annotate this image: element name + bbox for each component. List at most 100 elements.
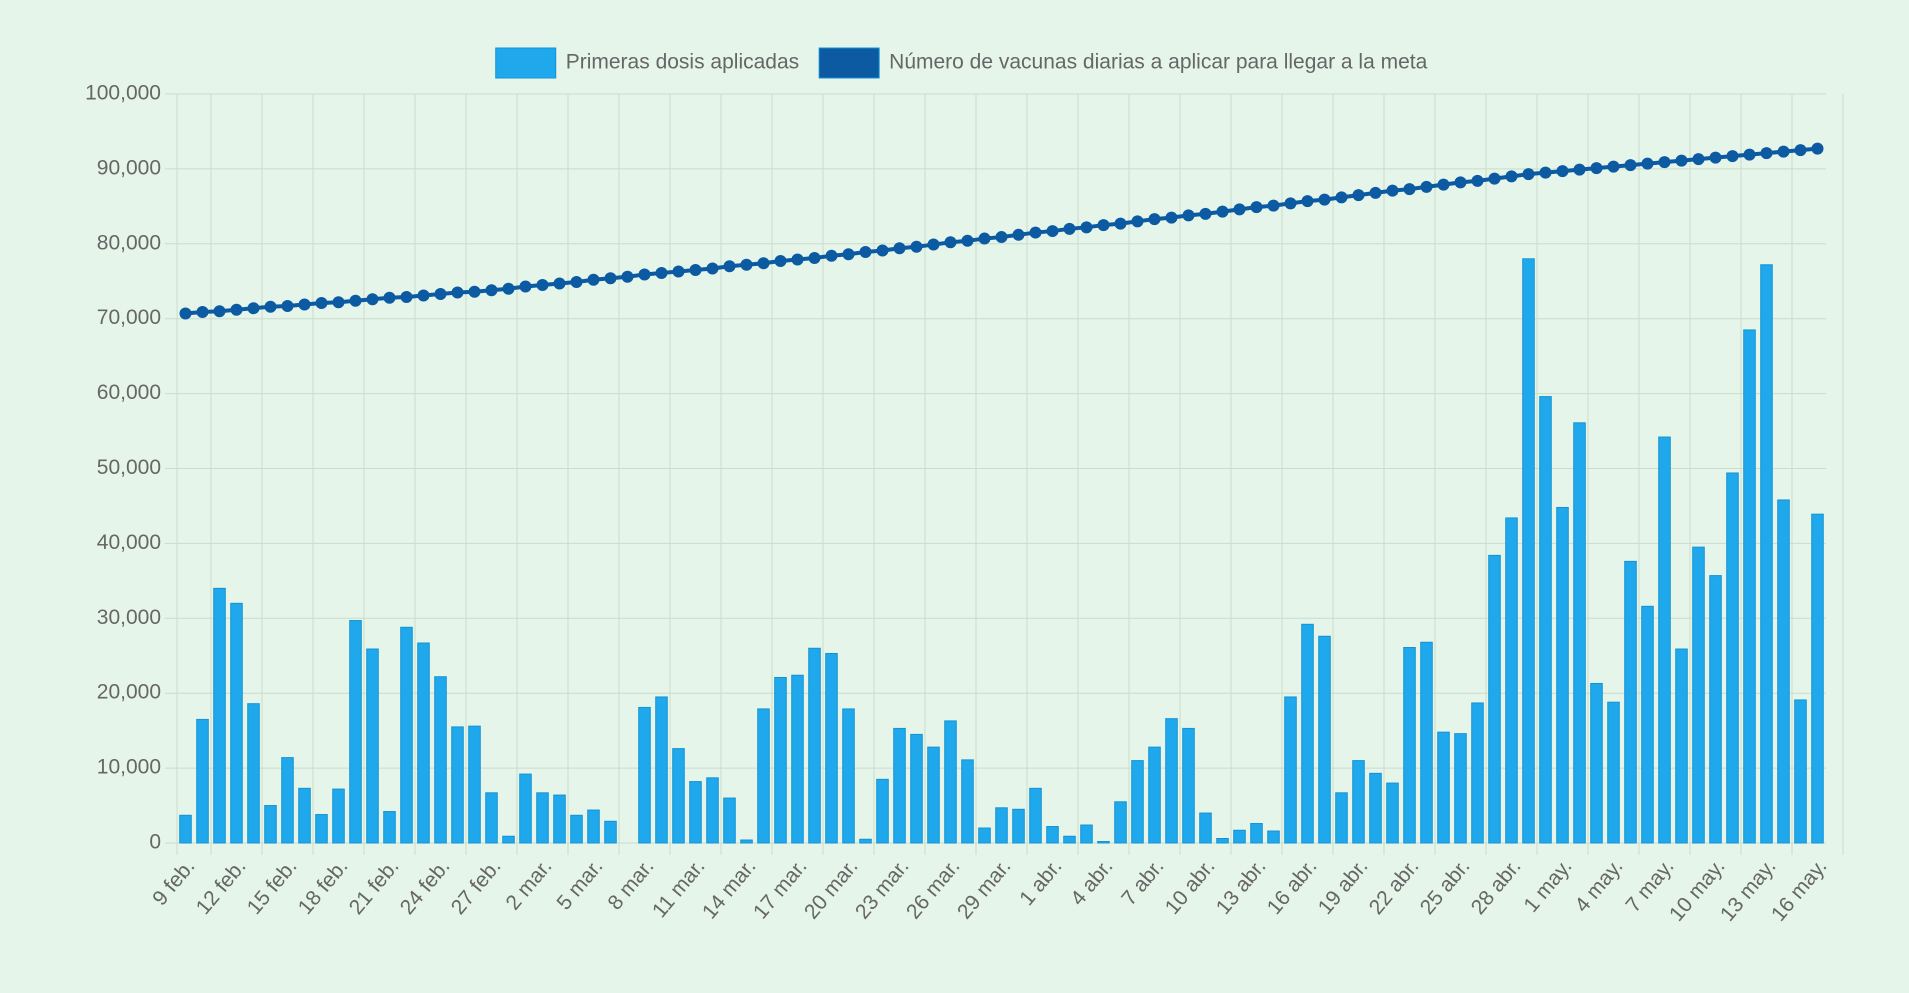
x-tick-label: 26 mar. bbox=[902, 855, 965, 923]
line-point bbox=[332, 296, 345, 309]
bar bbox=[604, 820, 617, 844]
bar bbox=[1573, 422, 1586, 844]
line-point bbox=[1675, 154, 1688, 167]
line-point bbox=[502, 282, 515, 295]
line-point bbox=[264, 300, 277, 313]
bar bbox=[587, 809, 600, 844]
line-point bbox=[1607, 160, 1620, 173]
bar bbox=[1539, 396, 1552, 844]
line-point bbox=[1811, 142, 1824, 155]
bar bbox=[1777, 499, 1790, 844]
bar bbox=[349, 620, 362, 844]
line-point bbox=[774, 255, 787, 268]
line-point bbox=[893, 242, 906, 255]
bar bbox=[706, 777, 719, 844]
line-point bbox=[1590, 162, 1603, 175]
bar bbox=[1301, 623, 1314, 844]
bar bbox=[383, 811, 396, 844]
bar bbox=[1522, 258, 1535, 844]
line-point bbox=[842, 248, 855, 261]
bar bbox=[1675, 648, 1688, 844]
bar bbox=[264, 805, 277, 844]
bar bbox=[1743, 329, 1756, 844]
y-tick-label: 90,000 bbox=[97, 156, 161, 179]
bar bbox=[1165, 718, 1178, 844]
bar bbox=[1250, 823, 1263, 844]
bar bbox=[927, 746, 940, 844]
line-point bbox=[536, 278, 549, 291]
x-tick-label: 1 may. bbox=[1519, 855, 1576, 917]
line-point bbox=[1726, 150, 1739, 163]
bar bbox=[1811, 513, 1824, 844]
y-tick-label: 60,000 bbox=[97, 381, 161, 404]
y-tick-label: 10,000 bbox=[97, 756, 161, 779]
line-point bbox=[1250, 201, 1263, 214]
line-point bbox=[1199, 207, 1212, 220]
line-point bbox=[400, 290, 413, 303]
bar bbox=[1454, 733, 1467, 844]
y-tick-label: 70,000 bbox=[97, 306, 161, 329]
line-point bbox=[1556, 165, 1569, 178]
bar bbox=[1063, 835, 1076, 844]
bar bbox=[400, 626, 413, 844]
line-point bbox=[1539, 166, 1552, 179]
bar bbox=[332, 788, 345, 844]
bar bbox=[1335, 792, 1348, 844]
line-point bbox=[1131, 215, 1144, 228]
bar bbox=[1114, 801, 1127, 844]
line-point bbox=[672, 265, 685, 278]
x-tick-label: 2 mar. bbox=[501, 855, 556, 914]
x-tick-label: 21 feb. bbox=[345, 855, 404, 919]
bar bbox=[1692, 546, 1705, 844]
line-point bbox=[689, 264, 702, 277]
bar bbox=[1233, 829, 1246, 844]
line-point bbox=[570, 275, 583, 288]
line-point bbox=[706, 262, 719, 275]
bar bbox=[417, 642, 430, 844]
x-tick-label: 5 mar. bbox=[552, 855, 607, 914]
line-point bbox=[1471, 174, 1484, 187]
bar bbox=[519, 773, 532, 844]
bar bbox=[1267, 830, 1280, 844]
x-tick-label: 29 mar. bbox=[953, 855, 1016, 923]
line-point bbox=[587, 273, 600, 286]
line-point bbox=[1573, 163, 1586, 176]
line-point bbox=[417, 289, 430, 302]
bar bbox=[689, 781, 702, 844]
line-point bbox=[927, 238, 940, 251]
x-tick-label: 4 may. bbox=[1570, 855, 1627, 917]
bar bbox=[961, 759, 974, 844]
x-tick-label: 14 mar. bbox=[698, 855, 761, 923]
line-point bbox=[1148, 213, 1161, 226]
line-point bbox=[1624, 159, 1637, 172]
x-tick-label: 12 feb. bbox=[192, 855, 251, 919]
line-point bbox=[791, 253, 804, 266]
bar bbox=[978, 827, 991, 844]
x-tick-label: 17 mar. bbox=[749, 855, 812, 923]
bar bbox=[638, 706, 651, 844]
line-point bbox=[1641, 157, 1654, 170]
line-point bbox=[1165, 211, 1178, 224]
bar bbox=[944, 720, 957, 844]
bar bbox=[366, 648, 379, 844]
x-tick-label: 19 abr. bbox=[1314, 855, 1373, 919]
bar bbox=[1505, 517, 1518, 844]
bar bbox=[1216, 838, 1229, 844]
line-point bbox=[1233, 203, 1246, 216]
bar bbox=[723, 797, 736, 844]
line-point bbox=[1369, 186, 1382, 199]
line-point bbox=[740, 258, 753, 271]
bar bbox=[1199, 812, 1212, 844]
bar bbox=[1097, 841, 1110, 844]
bar bbox=[655, 696, 668, 844]
x-tick-label: 22 abr. bbox=[1365, 855, 1424, 919]
bar bbox=[1284, 696, 1297, 844]
line-point bbox=[1488, 172, 1501, 185]
y-tick-label: 40,000 bbox=[97, 531, 161, 554]
line-point bbox=[1454, 176, 1467, 189]
bar bbox=[230, 602, 243, 844]
bar bbox=[1148, 746, 1161, 844]
bar bbox=[1760, 264, 1773, 844]
line-point bbox=[519, 280, 532, 293]
